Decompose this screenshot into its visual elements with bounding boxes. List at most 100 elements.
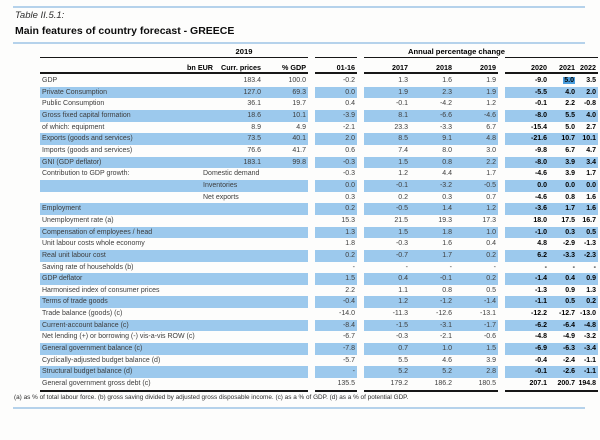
value-cell (263, 319, 308, 332)
value-cell: -6.9 (505, 343, 549, 355)
value-cell: 8.0 (442, 146, 452, 154)
value-cell: 0.5 (549, 296, 577, 309)
value-cell: 0.5 (577, 226, 598, 239)
value-cell-bn-eur (180, 226, 215, 239)
value-cell: 0.0 (577, 179, 598, 192)
value-cell-bn-eur (180, 262, 215, 274)
value-cell: 5.2 (410, 366, 454, 379)
value-cell: -3.1 (410, 319, 454, 332)
value-cell: -0.1 (395, 100, 408, 108)
table-row: Imports (goods and services) 76.6 41.7 0.6 7… (40, 145, 598, 157)
table-row: Unemployment rate (a) 15.3 21.5 19.3 17.3 18.… (40, 215, 598, 227)
value-cell: 0.7 (486, 193, 496, 201)
row-label: of which: equipment (42, 123, 105, 131)
row-label: GDP (42, 77, 58, 84)
value-cell: 3.9 (565, 170, 575, 178)
value-cell: 6.7 (486, 123, 496, 131)
value-cell: 0.7 (364, 343, 410, 355)
value-cell: -8.4 (315, 319, 357, 332)
value-cell: 1.2 (364, 296, 410, 309)
value-cell: -2.1 (342, 123, 355, 131)
value-cell: 127.0 (215, 86, 263, 99)
value-cell-bn-eur (180, 319, 215, 332)
value-cell: -2.4 (562, 356, 575, 364)
row-label: Imports (goods and services) (42, 146, 133, 154)
value-cell: 0.8 (565, 193, 575, 201)
value-cell (215, 203, 263, 215)
value-cell: 1.2 (398, 170, 408, 178)
value-cell: 7.4 (398, 146, 408, 154)
value-cell: -13.0 (580, 310, 596, 318)
value-cell: 0.2 (454, 249, 498, 262)
col-header-2022: 2022 (580, 63, 596, 72)
value-cell: 1.7 (410, 249, 454, 262)
value-cell (215, 343, 263, 355)
value-cell (215, 331, 263, 343)
value-cell: 8.5 (364, 133, 410, 145)
value-cell (215, 378, 263, 390)
value-cell-bn-eur (180, 133, 215, 145)
value-cell: 1.7 (586, 170, 596, 178)
value-cell: - (449, 263, 452, 271)
row-label: Terms of trade goods (40, 296, 180, 309)
value-cell-bn-eur (180, 296, 215, 309)
value-cell: 0.5 (486, 286, 496, 294)
value-cell (215, 226, 263, 239)
value-cell-bn-eur (180, 109, 215, 122)
value-cell: -13.1 (480, 310, 496, 318)
value-cell: 3.0 (486, 146, 496, 154)
value-cell: 1.6 (442, 240, 452, 248)
table-body: GDP 183.4 100.0 -0.2 1.3 1.6 1.9 -9.0 5.0 3.5 Priv… (40, 75, 598, 390)
value-cell: 0.9 (565, 286, 575, 294)
value-cell: 1.0 (454, 226, 498, 239)
value-cell: - (405, 263, 408, 271)
value-cell: 19.3 (438, 216, 452, 224)
value-cell: -0.6 (483, 333, 496, 341)
value-cell: - (544, 263, 547, 271)
row-label: Unit labour costs whole economy (42, 240, 145, 248)
value-cell (263, 226, 308, 239)
value-cell: 1.3 (398, 77, 408, 84)
value-cell: 3.4 (577, 156, 598, 169)
table-row: Structural budget balance (d) -5.2 5.2 2.8-… (40, 366, 598, 379)
value-cell: 207.1 (529, 380, 547, 388)
value-cell: -0.4 (534, 356, 547, 364)
value-cell: -1.1 (505, 296, 549, 309)
header-rule (315, 72, 357, 74)
value-cell: -4.8 (577, 319, 598, 332)
value-cell (263, 296, 308, 309)
value-cell (263, 378, 308, 390)
value-cell: -1.4 (454, 296, 498, 309)
table-row: Compensation of employees / head 1.3 1.5 1.… (40, 226, 598, 239)
value-cell: -0.3 (395, 240, 408, 248)
value-cell: -0.1 (505, 366, 549, 379)
table-row: General government balance (c) -7.8 0.7 1.0… (40, 343, 598, 355)
row-label: Structural budget balance (d) (40, 366, 180, 379)
value-cell: -0.1 (410, 273, 454, 285)
header-rule (40, 72, 308, 74)
value-cell: -3.6 (505, 203, 549, 215)
value-cell: - (593, 263, 596, 271)
value-cell: -1.5 (364, 319, 410, 332)
value-cell-bn-eur (180, 378, 215, 390)
value-cell-bn-eur (180, 238, 215, 250)
value-cell: - (572, 263, 575, 271)
value-cell: -0.4 (315, 296, 357, 309)
row-label: Cyclically-adjusted budget balance (d) (42, 356, 161, 364)
value-cell: -21.6 (505, 133, 549, 145)
table-bottom-rule (40, 389, 308, 392)
table-row: Harmonised index of consumer prices 2.2 1.… (40, 285, 598, 297)
value-cell (215, 249, 263, 262)
table-row: Trade balance (goods) (c) -14.0 -11.3 -12.6… (40, 308, 598, 320)
group-header-rule (315, 56, 357, 58)
value-cell: -3.3 (549, 249, 577, 262)
table-row: Net exports 0.3 0.2 0.3 0.7 -4.6 0.8 1.6 (40, 192, 598, 204)
value-cell: -1.3 (534, 286, 547, 294)
col-header-curr-prices: Curr. prices (221, 63, 261, 72)
value-cell: 16.7 (582, 216, 596, 224)
value-cell: -4.6 (534, 170, 547, 178)
row-label: Real unit labour cost (40, 249, 180, 262)
value-cell: 23.3 (394, 123, 408, 131)
value-cell: 1.3 (586, 286, 596, 294)
